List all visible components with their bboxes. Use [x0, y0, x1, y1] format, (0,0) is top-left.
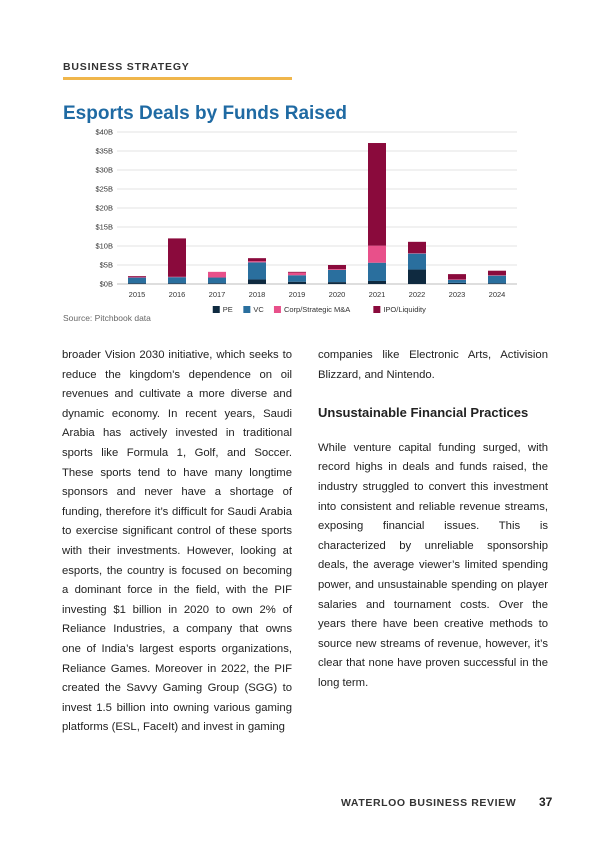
bar-vc-2024 [488, 275, 506, 284]
legend-label-ipo-liquidity: IPO/Liquidity [383, 305, 426, 314]
y-tick-label: $0B [100, 280, 113, 289]
bar-corp-strategic-m-a-2015 [128, 276, 146, 278]
right-column-body: While venture capital funding surged, wi… [318, 441, 548, 689]
bar-pe-2023 [448, 282, 466, 284]
y-tick-label: $15B [95, 223, 113, 232]
page-number: 37 [539, 795, 553, 809]
bar-vc-2019 [288, 275, 306, 282]
x-axis-ticks: 2015 2016 2017 2018 2019 2020 2021 2022 2023 2024 [129, 290, 506, 299]
bar-ipo-liquidity-2016 [168, 238, 186, 277]
legend-label-corp-strategic-m-a: Corp/Strategic M&A [284, 305, 350, 314]
bar-corp-strategic-m-a-2017 [208, 271, 226, 278]
bar-ipo-liquidity-2024 [488, 270, 506, 276]
y-tick-label: $40B [95, 128, 113, 137]
bar-vc-2020 [328, 269, 346, 283]
stacked-bar-chart: $0B$5B$10B$15B$20B$25B$30B$35B$40B 2015 2… [95, 128, 517, 314]
chart-title: Esports Deals by Funds Raised [63, 103, 348, 124]
bar-ipo-liquidity-2019 [288, 271, 306, 273]
bar-ipo-liquidity-2018 [248, 258, 266, 262]
subsection-heading: Unsustainable Financial Practices [318, 405, 529, 421]
bar-pe-2024 [488, 283, 506, 284]
publication-name: WATERLOO BUSINESS REVIEW [341, 797, 517, 809]
bar-pe-2021 [368, 280, 386, 284]
y-tick-label: $25B [95, 185, 113, 194]
bar-pe-2020 [328, 282, 346, 284]
bar-corp-strategic-m-a-2018 [248, 261, 266, 263]
y-tick-label: $35B [95, 147, 113, 156]
x-tick-label: 2018 [249, 290, 266, 299]
legend-swatch-ipo-liquidity [373, 306, 381, 313]
bar-corp-strategic-m-a-2020 [328, 269, 346, 270]
bar-pe-2015 [128, 283, 146, 284]
bar-ipo-liquidity-2022 [408, 241, 426, 254]
bar-vc-2017 [208, 277, 226, 284]
bar-corp-strategic-m-a-2021 [368, 245, 386, 263]
bar-pe-2018 [248, 279, 266, 284]
legend-swatch-vc [243, 306, 251, 313]
right-column: companies like Electronic Arts, Activisi… [318, 346, 548, 694]
bar-vc-2015 [128, 277, 146, 284]
x-tick-label: 2016 [169, 290, 186, 299]
x-tick-label: 2017 [209, 290, 226, 299]
bar-pe-2022 [408, 269, 426, 284]
bar-pe-2017 [208, 283, 226, 284]
bar-ipo-liquidity-2023 [448, 274, 466, 280]
x-tick-label: 2015 [129, 290, 146, 299]
y-tick-label: $30B [95, 166, 113, 175]
legend-swatch-pe [212, 306, 220, 313]
bar-vc-2023 [448, 279, 466, 283]
bar-vc-2016 [168, 277, 186, 284]
bar-corp-strategic-m-a-2019 [288, 272, 306, 276]
chart-source: Source: Pitchbook data [63, 313, 151, 323]
chart-bars [128, 143, 506, 284]
x-tick-label: 2024 [489, 290, 506, 299]
legend-label-pe: PE [223, 305, 233, 314]
x-tick-label: 2019 [289, 290, 306, 299]
y-tick-label: $10B [95, 242, 113, 251]
legend-label-vc: VC [253, 305, 264, 314]
right-column-intro: companies like Electronic Arts, Activisi… [318, 349, 548, 381]
section-rule [63, 77, 292, 80]
y-tick-label: $5B [100, 261, 113, 270]
x-tick-label: 2020 [329, 290, 346, 299]
y-tick-label: $20B [95, 204, 113, 213]
bar-ipo-liquidity-2021 [368, 143, 386, 246]
chart-legend: PE VC Corp/Strategic M&A IPO/Liquidity [212, 305, 426, 314]
bar-vc-2022 [408, 253, 426, 270]
bar-ipo-liquidity-2020 [328, 265, 346, 270]
bar-pe-2016 [168, 283, 186, 284]
x-tick-label: 2023 [449, 290, 466, 299]
legend-swatch-corp-strategic-m-a [273, 306, 281, 313]
section-label: BUSINESS STRATEGY [63, 61, 190, 73]
x-tick-label: 2021 [369, 290, 386, 299]
left-column: broader Vision 2030 initiative, which se… [62, 346, 292, 738]
bar-pe-2019 [288, 281, 306, 284]
bar-vc-2021 [368, 262, 386, 281]
y-axis-ticks: $0B $5B $10B $15B $20B $25B $30B $35B $40B [95, 128, 113, 289]
bar-ipo-liquidity-2015 [128, 276, 146, 277]
left-column-text: broader Vision 2030 initiative, which se… [62, 349, 292, 734]
bar-vc-2018 [248, 262, 266, 280]
x-tick-label: 2022 [409, 290, 426, 299]
